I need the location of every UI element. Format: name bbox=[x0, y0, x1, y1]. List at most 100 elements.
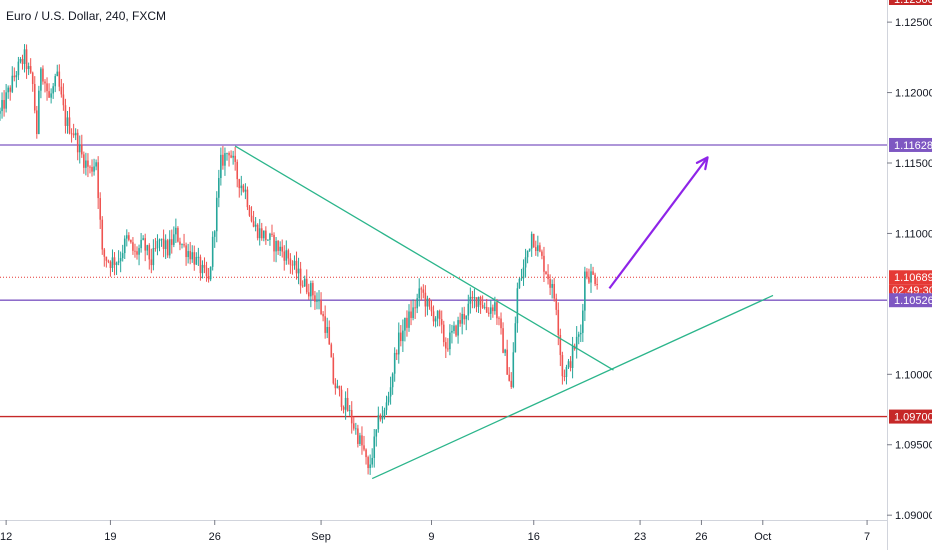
trendline-1[interactable] bbox=[371, 294, 774, 480]
candle-body-119 bbox=[242, 185, 245, 192]
candle-body-74 bbox=[150, 259, 153, 266]
candle-body-60 bbox=[121, 253, 124, 259]
candle-body-128 bbox=[260, 228, 263, 239]
candle-body-122 bbox=[248, 207, 251, 216]
candle-body-65 bbox=[132, 242, 134, 251]
candle-body-151 bbox=[307, 292, 310, 297]
candle-body-149 bbox=[303, 278, 306, 287]
candle-body-36 bbox=[72, 133, 75, 136]
x-tick-label-3: Sep bbox=[311, 531, 331, 543]
candle-body-266 bbox=[543, 255, 545, 272]
candle-body-59 bbox=[119, 258, 122, 262]
candle-body-30 bbox=[60, 86, 63, 95]
candle-body-179 bbox=[365, 449, 367, 458]
candle-body-45 bbox=[91, 166, 93, 172]
candle-body-193 bbox=[393, 352, 396, 374]
candle-body-95 bbox=[193, 252, 196, 265]
candle-body-250 bbox=[510, 380, 513, 387]
candle-body-256 bbox=[522, 267, 525, 279]
candle-body-83 bbox=[168, 239, 171, 256]
candle-body-170 bbox=[346, 397, 349, 411]
candle-body-35 bbox=[70, 133, 73, 135]
candle-body-134 bbox=[273, 234, 275, 252]
horizontal-levels bbox=[0, 144, 887, 418]
y-tick-label-4: 1.10000 bbox=[895, 369, 932, 381]
candle-body-284 bbox=[579, 332, 582, 335]
candle-body-29 bbox=[58, 71, 61, 87]
candle-body-52 bbox=[105, 256, 108, 261]
candle-body-18 bbox=[36, 110, 38, 135]
candle-body-108 bbox=[220, 154, 222, 179]
trendline-0[interactable] bbox=[234, 145, 614, 371]
candle-body-77 bbox=[156, 240, 159, 249]
candle-body-73 bbox=[148, 245, 151, 260]
candle-body-169 bbox=[344, 397, 347, 410]
candle-body-182 bbox=[371, 457, 373, 465]
candle-body-228 bbox=[465, 315, 468, 320]
candle-body-114 bbox=[232, 155, 234, 158]
candle-body-197 bbox=[402, 330, 404, 342]
candle-body-289 bbox=[590, 271, 592, 283]
candle-body-264 bbox=[539, 245, 541, 252]
candle-body-2 bbox=[3, 100, 5, 109]
candle-body-253 bbox=[516, 288, 519, 324]
candle-body-16 bbox=[31, 72, 34, 85]
candle-body-79 bbox=[160, 238, 163, 240]
candle-body-207 bbox=[422, 289, 425, 293]
candle-body-272 bbox=[555, 298, 558, 310]
candle-body-167 bbox=[340, 389, 343, 407]
candle-body-6 bbox=[11, 75, 14, 92]
candle-body-90 bbox=[183, 244, 185, 246]
candle-body-148 bbox=[301, 285, 304, 287]
candle-body-157 bbox=[320, 300, 322, 315]
x-tick-label-9: 7 bbox=[864, 531, 870, 543]
candle-body-254 bbox=[518, 278, 521, 289]
candle-body-270 bbox=[551, 283, 553, 288]
candle-body-91 bbox=[185, 245, 187, 258]
candle-body-28 bbox=[56, 71, 59, 77]
candle-body-71 bbox=[144, 238, 146, 251]
candle-body-153 bbox=[312, 283, 314, 296]
candle-body-246 bbox=[502, 328, 504, 353]
arrow-shaft[interactable] bbox=[608, 156, 709, 290]
candle-body-222 bbox=[453, 325, 455, 331]
candle-body-165 bbox=[336, 385, 339, 389]
candle-body-238 bbox=[485, 306, 488, 313]
x-tick-label-8: Oct bbox=[754, 531, 771, 543]
candle-body-287 bbox=[586, 271, 588, 278]
candle-body-277 bbox=[565, 367, 568, 377]
candle-body-159 bbox=[324, 316, 326, 333]
candle-body-276 bbox=[563, 376, 566, 377]
candle-body-80 bbox=[162, 238, 165, 249]
candle-body-49 bbox=[99, 198, 102, 220]
candle-body-103 bbox=[209, 266, 212, 280]
candle-body-243 bbox=[496, 302, 498, 319]
candle-body-61 bbox=[123, 238, 126, 254]
candle-body-75 bbox=[152, 248, 155, 266]
candle-body-135 bbox=[275, 240, 277, 252]
arrow-head bbox=[695, 156, 709, 171]
time-axis[interactable]: 12 19 26 Sep 9 16 23 26 Oct 7 bbox=[0, 520, 887, 543]
candle-body-10 bbox=[19, 58, 22, 62]
candle-body-215 bbox=[438, 310, 441, 320]
candle-body-247 bbox=[504, 349, 506, 353]
candle-body-271 bbox=[553, 283, 555, 299]
candle-body-248 bbox=[506, 349, 508, 375]
projection-arrow bbox=[608, 156, 709, 290]
price-badges: 1.125001.116281.1068902:49:301.105261.09… bbox=[889, 0, 932, 424]
badge-level-3 bbox=[889, 409, 932, 424]
candle-body-84 bbox=[170, 239, 173, 245]
candle-body-268 bbox=[547, 274, 549, 280]
candle-body-19 bbox=[38, 90, 40, 135]
candle-body-139 bbox=[283, 251, 286, 261]
candle-body-283 bbox=[577, 334, 580, 337]
price-axis[interactable]: 1.12500 1.12000 1.11500 1.11000 1.10000 1.095… bbox=[887, 0, 932, 550]
chart-title: Euro / U.S. Dollar, 240, FXCM bbox=[6, 9, 167, 23]
candle-body-132 bbox=[269, 233, 271, 240]
candle-body-227 bbox=[463, 313, 466, 320]
candle-body-210 bbox=[428, 298, 431, 307]
candle-body-69 bbox=[140, 239, 142, 249]
candle-body-51 bbox=[103, 249, 106, 257]
candle-body-14 bbox=[27, 66, 30, 70]
